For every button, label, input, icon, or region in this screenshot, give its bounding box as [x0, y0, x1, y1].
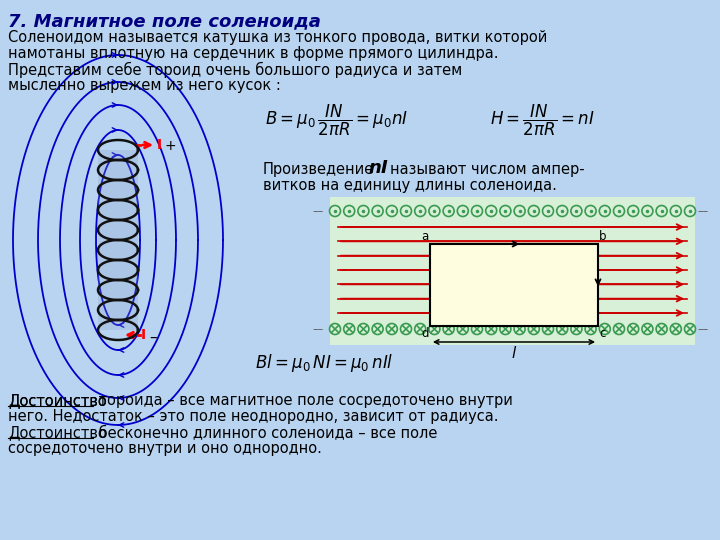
- Text: $H = \dfrac{IN}{2\pi R} = nI$: $H = \dfrac{IN}{2\pi R} = nI$: [490, 103, 595, 138]
- Text: Достоинство: Достоинство: [8, 393, 107, 408]
- Text: ––: ––: [697, 206, 708, 216]
- Text: $l$: $l$: [511, 345, 517, 361]
- Text: называют числом ампер-: называют числом ампер-: [390, 162, 585, 177]
- Text: ––: ––: [697, 324, 708, 334]
- Text: d: d: [421, 327, 429, 340]
- Text: $B = \mu_0\,\dfrac{IN}{2\pi R} = \mu_0 nI$: $B = \mu_0\,\dfrac{IN}{2\pi R} = \mu_0 n…: [265, 103, 408, 138]
- Text: Представим себе тороид очень большого радиуса и затем: Представим себе тороид очень большого ра…: [8, 62, 462, 78]
- Bar: [98, 150, 138, 330]
- Bar: [430, 244, 598, 326]
- Text: $Bl = \mu_0\,NI = \mu_0\,nIl$: $Bl = \mu_0\,NI = \mu_0\,nIl$: [255, 352, 394, 374]
- Text: +: +: [165, 139, 176, 153]
- Text: него. Недостаток – это поле неоднородно, зависит от радиуса.: него. Недостаток – это поле неоднородно,…: [8, 409, 498, 424]
- Text: мысленно вырежем из него кусок :: мысленно вырежем из него кусок :: [8, 78, 281, 93]
- Text: a: a: [422, 230, 429, 243]
- Text: сосредоточено внутри и оно однородно.: сосредоточено внутри и оно однородно.: [8, 441, 322, 456]
- Text: 7. Магнитное поле соленоида: 7. Магнитное поле соленоида: [8, 12, 321, 30]
- Text: –: –: [149, 330, 157, 345]
- Text: ––: ––: [312, 324, 323, 334]
- Text: $\boldsymbol{nI}$: $\boldsymbol{nI}$: [368, 159, 389, 177]
- Text: I: I: [141, 328, 146, 342]
- Text: Достоинство: Достоинство: [8, 393, 107, 408]
- Text: Достоинство: Достоинство: [8, 425, 107, 440]
- Text: намотаны вплотную на сердечник в форме прямого цилиндра.: намотаны вплотную на сердечник в форме п…: [8, 46, 498, 61]
- Text: b: b: [599, 230, 606, 243]
- Text: c: c: [599, 327, 606, 340]
- Text: Соленоидом называется катушка из тонкого провода, витки которой: Соленоидом называется катушка из тонкого…: [8, 30, 547, 45]
- Text: Произведение: Произведение: [263, 162, 374, 177]
- Text: ––: ––: [312, 206, 323, 216]
- Text: тороида – все магнитное поле сосредоточено внутри: тороида – все магнитное поле сосредоточе…: [94, 393, 513, 408]
- Text: витков на единицу длины соленоида.: витков на единицу длины соленоида.: [263, 178, 557, 193]
- Text: I: I: [157, 138, 162, 152]
- Text: бесконечно длинного соленоида – все поле: бесконечно длинного соленоида – все поле: [94, 425, 437, 440]
- Bar: [330, 197, 695, 345]
